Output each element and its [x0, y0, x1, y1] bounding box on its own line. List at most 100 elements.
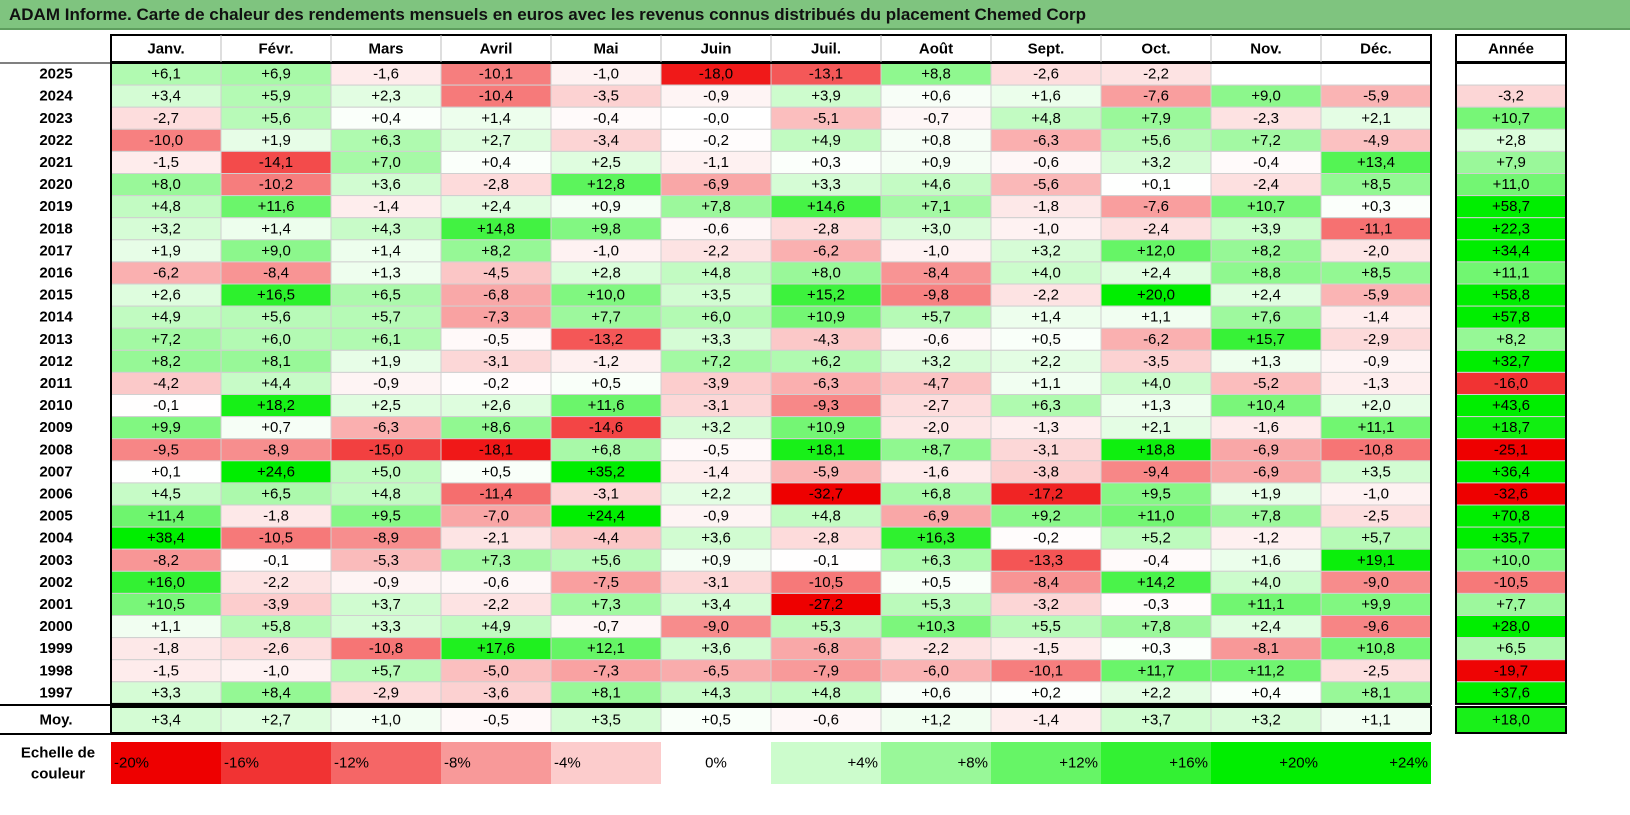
cell-value-label: +5,7	[371, 662, 401, 679]
cell-value-label: -2,3	[1253, 110, 1279, 127]
cell-value-label: -2,4	[1253, 176, 1279, 193]
cell-value-label: +2,6	[481, 397, 511, 414]
cell-value-label: +12,1	[587, 640, 625, 657]
cell-value-label: +10,9	[807, 309, 845, 326]
cell-value-label: -0,2	[1033, 530, 1059, 547]
cell-value-label: -6,5	[703, 662, 729, 679]
cell-value-label: +6,0	[701, 309, 731, 326]
cell-value-label: +17,6	[477, 640, 515, 657]
cell-value-label: -4,3	[813, 331, 839, 348]
cell-value-label: +1,6	[1251, 552, 1281, 569]
cell-value-label: -8,4	[923, 264, 949, 281]
cell-value-label: -6,9	[703, 176, 729, 193]
row-year-label: 2012	[39, 353, 72, 370]
cell-value-label: +9,0	[261, 242, 291, 259]
cell-value-label: +12,8	[587, 176, 625, 193]
cell-value-label: -0,5	[483, 331, 509, 348]
cell-value-label: +2,1	[1361, 110, 1391, 127]
cell-value-label: +12,0	[1137, 242, 1175, 259]
cell-value-label: -9,8	[923, 287, 949, 304]
cell-value-label: +7,0	[371, 154, 401, 171]
annual-value-label: -16,0	[1494, 375, 1528, 392]
scale-swatch	[331, 742, 441, 784]
average-value-label: +3,7	[1141, 712, 1171, 729]
cell-value-label: -6,8	[483, 287, 509, 304]
cell-value-label: -0,9	[373, 574, 399, 591]
cell-value-label: -1,4	[703, 463, 729, 480]
average-cell	[990, 706, 1102, 734]
cell-value-label: -2,8	[813, 530, 839, 547]
scale-swatch	[111, 742, 221, 784]
row-year-label: 2017	[39, 242, 72, 259]
cell-value-label: -2,1	[483, 530, 509, 547]
cell-value-label: +9,0	[1251, 88, 1281, 105]
cell-value-label: +8,5	[1361, 264, 1391, 281]
column-header-label: Avril	[480, 41, 513, 58]
annual-value-label: +2,8	[1496, 132, 1526, 149]
cell-value-label: +0,8	[921, 132, 951, 149]
cell-value-label: +0,1	[151, 463, 181, 480]
cell-value-label: -2,8	[483, 176, 509, 193]
column-header-label: Oct.	[1141, 41, 1170, 58]
cell-value-label: +1,9	[1251, 485, 1281, 502]
cell-value-label: -1,0	[593, 66, 619, 83]
annual-value-label: +57,8	[1492, 309, 1530, 326]
cell-value-label: -6,8	[813, 640, 839, 657]
scale-tick-label: +8%	[958, 755, 988, 772]
cell-value-label: +4,5	[151, 485, 181, 502]
cell-value-label: +16,5	[257, 287, 295, 304]
scale-swatch	[551, 742, 661, 784]
cell-value-label: +20,0	[1137, 287, 1175, 304]
column-header-label: Mai	[593, 41, 618, 58]
cell-value-label: +3,9	[1251, 220, 1281, 237]
cell-value-label: +38,4	[147, 530, 185, 547]
scale-tick-label: 0%	[705, 755, 727, 772]
row-year-label: 2004	[39, 530, 73, 547]
scale-swatch	[771, 742, 881, 784]
cell-value-label: -3,2	[1033, 596, 1059, 613]
cell-value-label: +0,5	[481, 463, 511, 480]
cell-value-label: -0,5	[703, 441, 729, 458]
cell-value-label: -2,2	[703, 242, 729, 259]
row-year-label: 2023	[39, 110, 72, 127]
cell-value-label: -27,2	[809, 596, 843, 613]
cell-value-label: -1,3	[1033, 419, 1059, 436]
average-cell	[550, 706, 662, 734]
cell-value-label: +2,0	[1361, 397, 1391, 414]
cell-value-label: +5,7	[371, 309, 401, 326]
row-year-label: 2008	[39, 441, 72, 458]
row-year-label: 2007	[39, 463, 72, 480]
row-year-label: 2002	[39, 574, 72, 591]
average-value-label: -0,5	[483, 712, 509, 729]
cell-value-label: +6,5	[261, 485, 291, 502]
annual-value-label: +34,4	[1492, 242, 1530, 259]
cell-value-label: +4,8	[151, 198, 181, 215]
row-year-label: 2000	[39, 618, 72, 635]
cell-value-label: -5,0	[483, 662, 509, 679]
cell-value-label: -0,1	[813, 552, 839, 569]
cell-value-label: +5,2	[1141, 530, 1171, 547]
annual-value-label: -32,6	[1494, 485, 1528, 502]
cell-value-label: -6,0	[923, 662, 949, 679]
cell-value-label: -10,8	[1359, 441, 1393, 458]
cell-value-label: -1,8	[153, 640, 179, 657]
cell-value-label: +3,4	[151, 88, 181, 105]
cell-value-label: +16,3	[917, 530, 955, 547]
cell-value-label: -10,2	[259, 176, 293, 193]
average-cell	[110, 706, 222, 734]
annual-value-label: +28,0	[1492, 618, 1530, 635]
row-year-label: 2009	[39, 419, 72, 436]
cell-value-label: -8,9	[263, 441, 289, 458]
annual-value-label: +22,3	[1492, 220, 1530, 237]
scale-tick-label: +20%	[1279, 755, 1318, 772]
cell-value-label: +24,4	[587, 508, 625, 525]
cell-value-label: +14,6	[807, 198, 845, 215]
cell-value-label: -0,9	[703, 508, 729, 525]
column-header-label: Sept.	[1028, 41, 1065, 58]
cell-value-label: +8,8	[921, 66, 951, 83]
cell-value-label: -9,6	[1363, 618, 1389, 635]
year-column-header-label: Année	[1488, 41, 1534, 58]
cell-value-label: +8,5	[1361, 176, 1391, 193]
cell-value-label: +6,5	[371, 287, 401, 304]
cell-value-label: -9,5	[153, 441, 179, 458]
